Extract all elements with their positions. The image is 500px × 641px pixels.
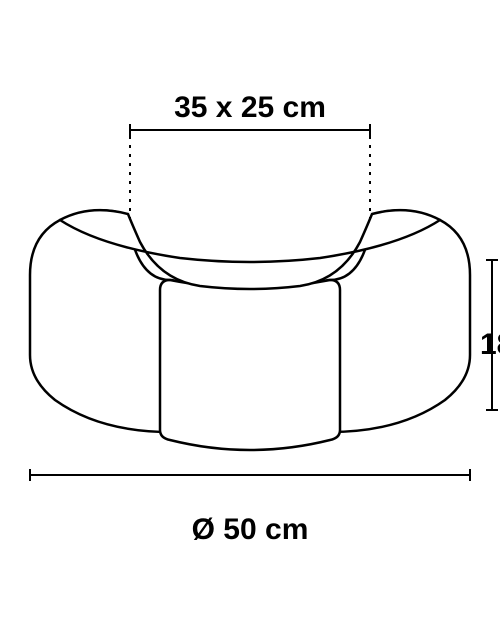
dimension-diagram: 35 x 25 cm Ø 50 cm 18 — [0, 0, 500, 641]
right-dimension-label: 18 — [480, 328, 500, 362]
top-dimension-label: 35 x 25 cm — [174, 91, 326, 125]
bottom-dimension-label: Ø 50 cm — [192, 513, 309, 547]
